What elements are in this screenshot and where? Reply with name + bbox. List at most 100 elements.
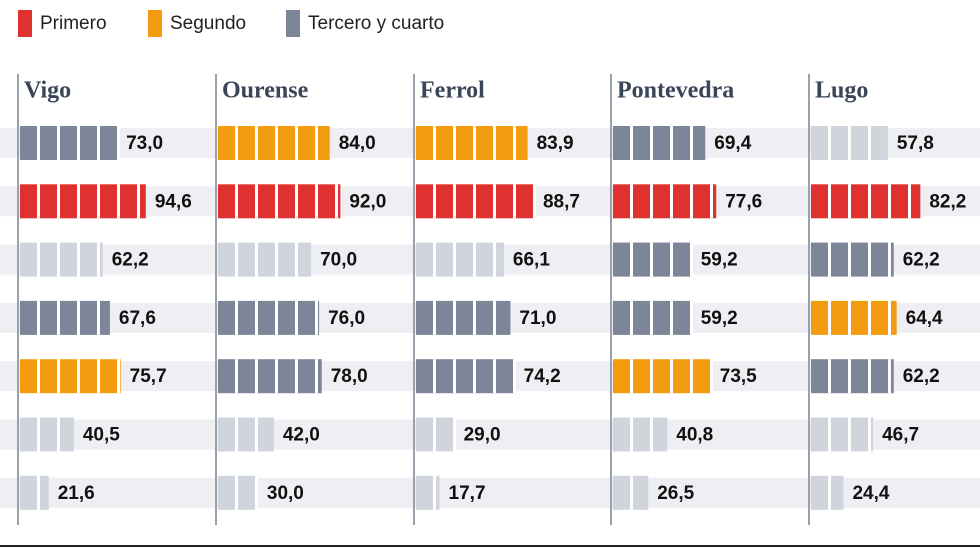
value-label: 73,5 bbox=[720, 366, 757, 387]
segment-gap bbox=[710, 184, 713, 219]
segment-gap bbox=[433, 475, 436, 510]
segment-gap bbox=[630, 242, 633, 277]
segment-gap bbox=[335, 184, 338, 219]
segment-gap bbox=[888, 242, 891, 277]
segment-gap bbox=[453, 359, 456, 394]
value-label: 29,0 bbox=[464, 425, 501, 446]
value-label: 78,0 bbox=[331, 366, 368, 387]
segment-gap bbox=[37, 359, 40, 394]
segment-gap bbox=[235, 300, 238, 335]
segment-gap bbox=[453, 126, 456, 160]
segment-gap bbox=[670, 126, 673, 160]
segment-gap bbox=[650, 126, 653, 160]
bar bbox=[416, 126, 528, 160]
segment-gap bbox=[828, 184, 831, 219]
segment-gap bbox=[690, 359, 693, 394]
segment-gap bbox=[295, 126, 298, 160]
segment-gap bbox=[473, 126, 476, 160]
bar bbox=[20, 417, 74, 452]
value-label: 62,2 bbox=[903, 366, 940, 387]
segment-gap bbox=[255, 417, 258, 452]
segment-gap bbox=[908, 184, 911, 219]
segment-gap bbox=[137, 184, 140, 219]
segment-gap bbox=[315, 359, 318, 394]
bar bbox=[20, 242, 103, 277]
bar bbox=[613, 417, 668, 452]
segment-gap bbox=[315, 184, 318, 219]
segment-gap bbox=[275, 300, 278, 335]
panel-title: Ourense bbox=[222, 78, 309, 104]
segment-gap bbox=[77, 359, 80, 394]
segment-gap bbox=[630, 300, 633, 335]
bar bbox=[218, 359, 322, 394]
segment-gap bbox=[433, 417, 436, 452]
bar bbox=[20, 475, 49, 510]
segment-gap bbox=[848, 300, 851, 335]
segment-gap bbox=[473, 359, 476, 394]
segment-gap bbox=[690, 126, 693, 160]
segment-gap bbox=[630, 475, 633, 510]
value-label: 92,0 bbox=[349, 191, 386, 212]
value-label: 30,0 bbox=[267, 483, 304, 504]
bar bbox=[613, 126, 706, 160]
segment-gap bbox=[828, 475, 831, 510]
segment-gap bbox=[235, 126, 238, 160]
segment-gap bbox=[493, 184, 496, 219]
segment-gap bbox=[828, 126, 831, 160]
value-label: 40,8 bbox=[676, 425, 713, 446]
segment-gap bbox=[828, 417, 831, 452]
panel-title: Lugo bbox=[815, 78, 868, 104]
segment-gap bbox=[630, 126, 633, 160]
value-label: 67,6 bbox=[119, 308, 156, 329]
segment-gap bbox=[255, 242, 258, 277]
segment-gap bbox=[453, 242, 456, 277]
segment-gap bbox=[97, 300, 100, 335]
panel-title: Vigo bbox=[24, 78, 71, 104]
segment-gap bbox=[57, 242, 60, 277]
segment-gap bbox=[670, 184, 673, 219]
value-label: 70,0 bbox=[320, 250, 357, 271]
value-label: 73,0 bbox=[126, 133, 163, 154]
segment-gap bbox=[630, 184, 633, 219]
segment-gap bbox=[255, 126, 258, 160]
segment-gap bbox=[650, 184, 653, 219]
segment-gap bbox=[37, 300, 40, 335]
segment-gap bbox=[868, 126, 871, 160]
bar bbox=[416, 300, 511, 335]
bar bbox=[613, 184, 717, 219]
segment-gap bbox=[630, 417, 633, 452]
segment-gap bbox=[828, 300, 831, 335]
segment-gap bbox=[888, 184, 891, 219]
value-label: 69,4 bbox=[714, 133, 751, 154]
bar bbox=[811, 359, 894, 394]
bar bbox=[20, 359, 121, 394]
value-label: 88,7 bbox=[543, 191, 580, 212]
segment-gap bbox=[275, 126, 278, 160]
value-label: 26,5 bbox=[657, 483, 694, 504]
segment-gap bbox=[255, 184, 258, 219]
segment-gap bbox=[97, 359, 100, 394]
segment-gap bbox=[473, 300, 476, 335]
segment-gap bbox=[828, 242, 831, 277]
value-label: 21,6 bbox=[58, 483, 95, 504]
segment-gap bbox=[670, 359, 673, 394]
segment-gap bbox=[315, 300, 318, 335]
segment-gap bbox=[275, 184, 278, 219]
segment-gap bbox=[37, 242, 40, 277]
segment-gap bbox=[493, 242, 496, 277]
value-label: 57,8 bbox=[897, 133, 934, 154]
segment-gap bbox=[690, 184, 693, 219]
value-label: 76,0 bbox=[328, 308, 365, 329]
segment-gap bbox=[710, 359, 713, 394]
value-label: 59,2 bbox=[701, 250, 738, 271]
value-label: 94,6 bbox=[155, 191, 192, 212]
bar bbox=[416, 359, 515, 394]
segment-gap bbox=[690, 242, 693, 277]
segment-gap bbox=[513, 184, 516, 219]
bar bbox=[218, 300, 320, 335]
segment-gap bbox=[37, 475, 40, 510]
segment-gap bbox=[493, 300, 496, 335]
segment-gap bbox=[868, 300, 871, 335]
panel-title: Ferrol bbox=[420, 78, 485, 104]
